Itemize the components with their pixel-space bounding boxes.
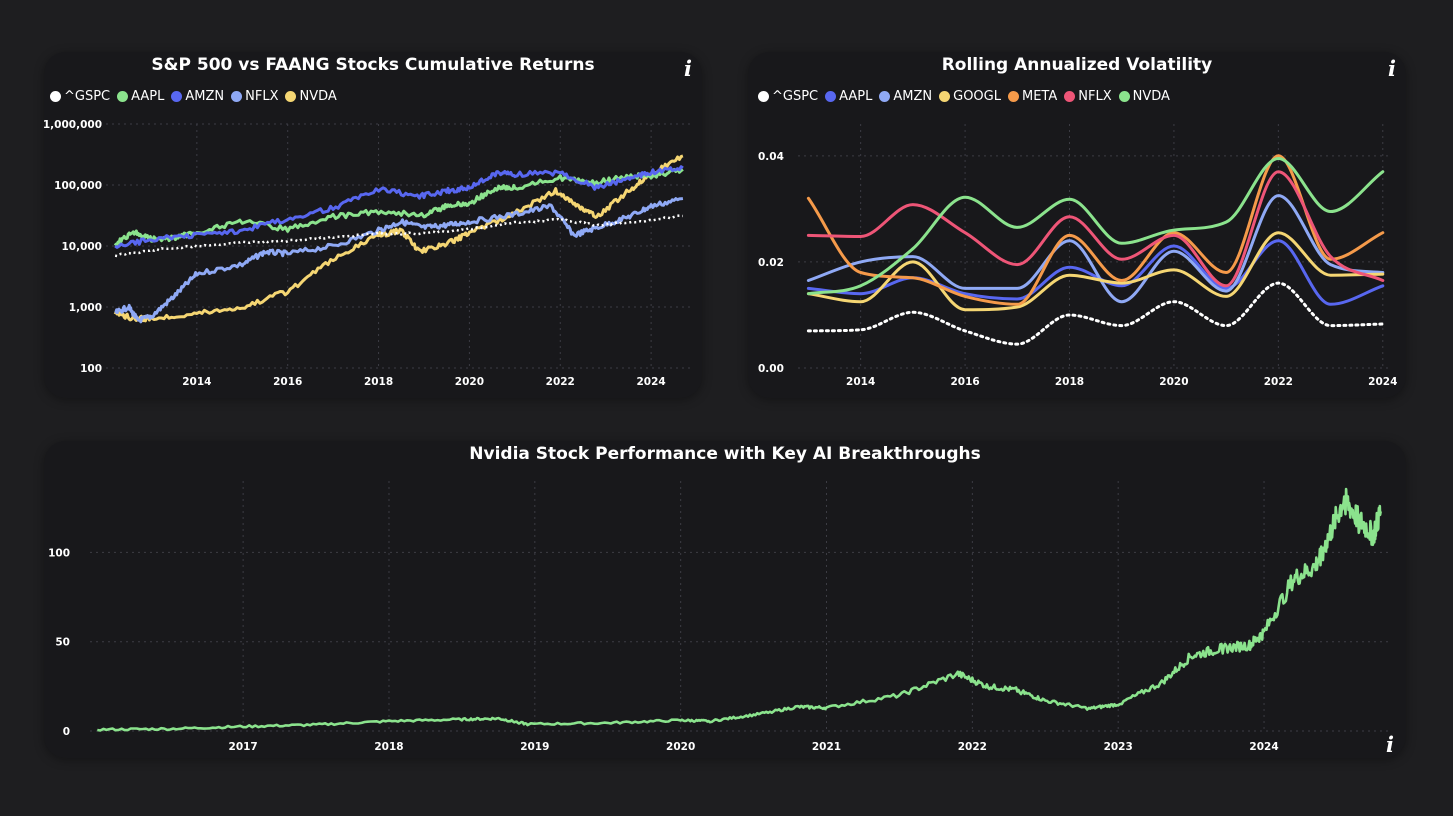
y-tick-label: 0.00 [758, 363, 784, 375]
y-tick-label: 1,000 [69, 302, 102, 314]
cumulative-returns-card: S&P 500 vs FAANG Stocks Cumulative Retur… [44, 52, 702, 398]
legend-item-amzn[interactable]: AMZN [171, 89, 224, 104]
series-line-nflx [806, 170, 1385, 288]
x-tick-label: 2023 [1104, 741, 1133, 753]
legend-swatch [1064, 91, 1076, 102]
rolling-volatility-legend[interactable]: ^GSPC AAPL AMZN GOOGL META NFLX NVDA [758, 89, 1177, 104]
series-line-gspc [806, 281, 1385, 346]
legend-swatch [1007, 91, 1019, 102]
legend-label: NFLX [1078, 89, 1112, 104]
cumulative-returns-legend[interactable]: ^GSPC AAPL AMZN NFLX NVDA [50, 89, 344, 104]
series-line-gspc [114, 214, 684, 258]
x-tick-label: 2024 [1249, 741, 1278, 753]
rolling-volatility-card: Rolling Annualized Volatility i ^GSPC AAP… [748, 52, 1406, 398]
legend-item-googl[interactable]: GOOGL [939, 89, 1001, 104]
rolling-volatility-title: Rolling Annualized Volatility [941, 55, 1213, 75]
rolling-volatility-chart[interactable]: 2014 2016 2018 2020 2022 2024 0.00 0.02 0.04 [748, 52, 1406, 398]
info-icon[interactable]: i [684, 56, 692, 81]
legend-label: AMZN [185, 89, 225, 104]
legend-label: NVDA [1132, 89, 1170, 104]
x-tick-label: 2024 [636, 376, 665, 388]
legend-item-amzn[interactable]: AMZN [879, 89, 932, 104]
series-line-nvda [97, 487, 1382, 732]
legend-swatch [171, 91, 183, 102]
x-tick-label: 2014 [846, 376, 875, 388]
x-tick-label: 2018 [374, 741, 403, 753]
y-tick-label: 10,000 [61, 241, 102, 253]
x-tick-label: 2018 [1055, 376, 1084, 388]
legend-swatch [117, 91, 129, 102]
legend-label: META [1021, 89, 1058, 104]
x-tick-label: 2020 [666, 741, 695, 753]
x-tick-label: 2021 [812, 741, 841, 753]
y-tick-label: 100 [80, 363, 102, 375]
legend-item-nflx[interactable]: NFLX [1064, 89, 1112, 104]
series-line-nvda [113, 154, 684, 323]
legend-item-gspc[interactable]: ^GSPC [758, 89, 818, 104]
legend-item-meta[interactable]: META [1007, 89, 1058, 104]
legend-item-gspc[interactable]: ^GSPC [50, 89, 110, 104]
series-line-nflx [114, 197, 684, 324]
legend-label: ^GSPC [772, 89, 819, 104]
x-tick-label: 2016 [273, 376, 302, 388]
legend-label: AAPL [839, 89, 873, 104]
legend-label: ^GSPC [64, 89, 111, 104]
x-tick-label: 2019 [520, 741, 549, 753]
legend-label: AMZN [893, 89, 933, 104]
x-tick-label: 2017 [229, 741, 258, 753]
x-tick-label: 2016 [950, 376, 979, 388]
nvidia-performance-title: Nvidia Stock Performance with Key AI Bre… [469, 444, 981, 464]
y-tick-label: 1,000,000 [44, 119, 102, 131]
legend-label: NVDA [299, 89, 337, 104]
legend-swatch [285, 91, 297, 102]
info-icon[interactable]: i [1386, 732, 1394, 757]
legend-item-aapl[interactable]: AAPL [117, 89, 164, 104]
legend-swatch [1118, 91, 1130, 102]
legend-label: GOOGL [953, 89, 1001, 104]
legend-label: AAPL [131, 89, 165, 104]
x-tick-label: 2020 [455, 376, 484, 388]
cumulative-returns-chart[interactable]: 2014 2016 2018 2020 2022 2024 100 1,000 10,000 10… [44, 52, 702, 398]
y-tick-label: 0 [63, 726, 70, 738]
info-icon[interactable]: i [1388, 56, 1396, 81]
series-line-nvda [806, 156, 1385, 296]
nvidia-performance-chart[interactable]: 2017 2018 2019 2020 2021 2022 2023 2024 0 50 100 [44, 441, 1406, 758]
legend-swatch [825, 91, 837, 102]
x-tick-label: 2020 [1159, 376, 1188, 388]
x-tick-label: 2018 [364, 376, 393, 388]
x-tick-label: 2022 [958, 741, 987, 753]
series-line-amzn [114, 165, 684, 249]
y-tick-label: 0.02 [758, 257, 784, 269]
legend-swatch [879, 91, 891, 102]
x-tick-label: 2014 [182, 376, 211, 388]
nvidia-performance-card: Nvidia Stock Performance with Key AI Bre… [44, 441, 1406, 758]
legend-swatch [939, 91, 951, 102]
x-tick-label: 2022 [546, 376, 575, 388]
x-tick-label: 2022 [1264, 376, 1293, 388]
x-tick-label: 2024 [1368, 376, 1397, 388]
y-tick-label: 50 [55, 637, 70, 649]
legend-item-aapl[interactable]: AAPL [825, 89, 872, 104]
legend-item-nflx[interactable]: NFLX [231, 89, 278, 104]
legend-item-nvda[interactable]: NVDA [1118, 89, 1170, 104]
y-tick-label: 0.04 [758, 151, 784, 163]
legend-item-nvda[interactable]: NVDA [285, 89, 337, 104]
legend-label: NFLX [245, 89, 279, 104]
legend-swatch [758, 91, 769, 102]
legend-swatch [50, 91, 61, 102]
y-tick-label: 100,000 [54, 180, 102, 192]
series-line-amzn [806, 194, 1385, 304]
series-line-googl [806, 231, 1385, 312]
cumulative-returns-title: S&P 500 vs FAANG Stocks Cumulative Retur… [151, 55, 595, 75]
legend-swatch [231, 91, 243, 102]
y-tick-label: 100 [48, 547, 70, 559]
